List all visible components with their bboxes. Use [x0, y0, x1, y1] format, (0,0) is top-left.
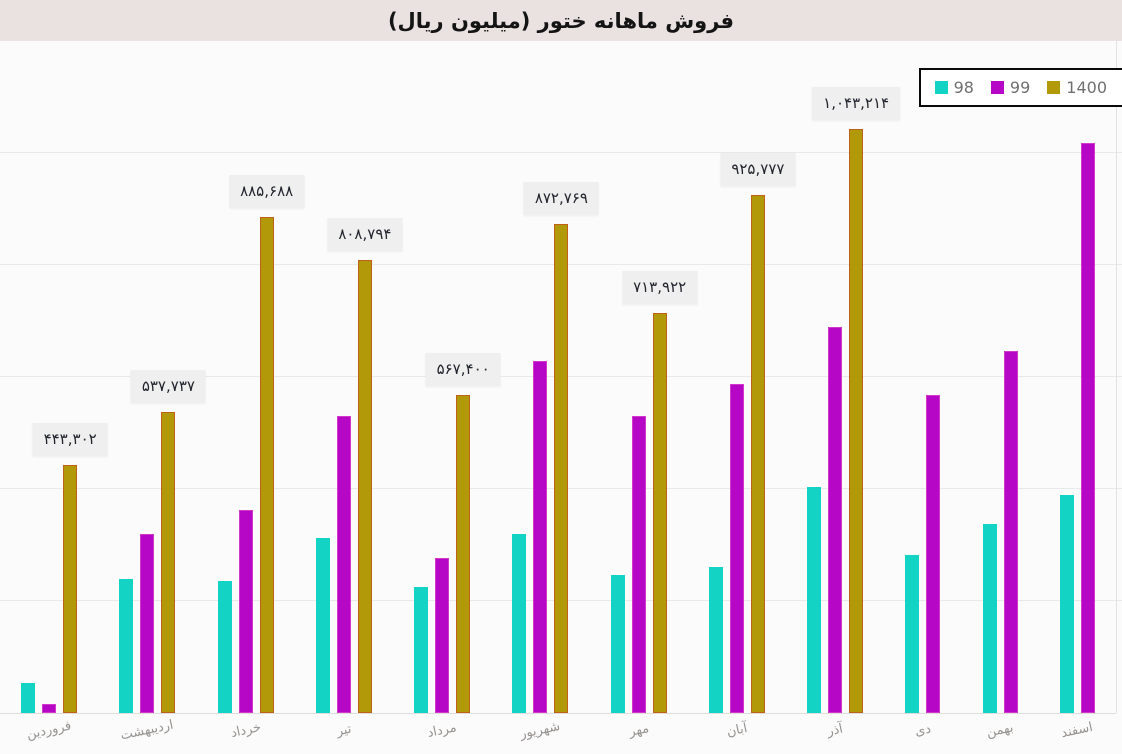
title-bar: فروش ماهانه ختور (میلیون ریال) — [0, 0, 1122, 42]
axis-label-month4: تیر — [335, 721, 353, 740]
bar-99-month8[interactable] — [729, 384, 744, 713]
bar-99-month2[interactable] — [140, 534, 155, 713]
bar-99-month1[interactable] — [42, 704, 57, 713]
axis-label-month10: دی — [913, 721, 933, 740]
bar-1400-month2[interactable] — [161, 412, 176, 713]
data-label-1400-month5: ۵۶۷,۴۰۰ — [425, 353, 501, 386]
bar-99-month9[interactable] — [828, 327, 843, 713]
month-group-2: ۵۳۷,۷۳۷ اردیبهشت — [119, 41, 206, 743]
bar-98-month3[interactable] — [217, 581, 232, 713]
data-label-1400-month9: ۱,۰۴۳,۲۱۴ — [812, 87, 901, 120]
month-group-3: ۸۸۵,۶۸۸ خرداد — [217, 41, 305, 741]
bar-98-month5[interactable] — [414, 587, 429, 713]
legend-item-99[interactable]: 99 — [990, 78, 1031, 97]
bar-99-month12[interactable] — [1080, 143, 1095, 713]
legend-label-1400: 1400 — [1066, 78, 1107, 97]
chart-title: فروش ماهانه ختور (میلیون ریال) — [387, 8, 735, 33]
bar-99-month10[interactable] — [926, 395, 941, 713]
legend-swatch-99 — [990, 81, 1004, 94]
bar-99-month5[interactable] — [435, 558, 450, 713]
axis-label-month1: فروردین — [25, 718, 73, 743]
bar-1400-month6[interactable] — [554, 224, 569, 713]
bar-1400-month5[interactable] — [456, 395, 471, 713]
month-group-12: اسفند — [1059, 41, 1095, 741]
legend-swatch-1400 — [1047, 81, 1061, 94]
bar-1400-month7[interactable] — [652, 313, 667, 713]
legend-item-1400[interactable]: 1400 — [1047, 78, 1107, 97]
axis-label-month12: اسفند — [1060, 719, 1095, 742]
month-group-11: بهمن — [982, 41, 1018, 741]
legend-label-98: 98 — [953, 78, 974, 97]
bar-98-month1[interactable] — [21, 683, 36, 713]
data-label-1400-month3: ۸۸۵,۶۸۸ — [229, 175, 305, 208]
gridline-1000000 — [0, 152, 1122, 153]
bar-1400-month4[interactable] — [357, 260, 372, 713]
month-group-10: دی — [905, 41, 941, 739]
bar-99-month4[interactable] — [336, 416, 351, 713]
legend: 98 99 1400 — [918, 68, 1122, 107]
month-group-9: ۱,۰۴۳,۲۱۴ آذر — [807, 41, 901, 739]
month-group-7: ۷۱۳,۹۲۲ مهر — [610, 41, 698, 740]
axis-label-month5: مرداد — [426, 720, 459, 741]
month-group-1: ۴۴۳,۳۰۲ فروردین — [21, 41, 108, 743]
data-label-1400-month6: ۸۷۲,۷۶۹ — [523, 182, 599, 215]
bar-1400-month1[interactable] — [63, 465, 78, 713]
bar-98-month9[interactable] — [807, 487, 822, 713]
legend-label-99: 99 — [1009, 78, 1031, 97]
bar-98-month4[interactable] — [315, 538, 330, 713]
axis-label-month11: بهمن — [985, 720, 1015, 741]
bar-98-month6[interactable] — [512, 534, 527, 713]
data-label-1400-month1: ۴۴۳,۳۰۲ — [32, 423, 108, 456]
month-group-5: ۵۶۷,۴۰۰ مرداد — [414, 41, 501, 741]
bar-98-month8[interactable] — [708, 567, 723, 713]
month-group-4: ۸۰۸,۷۹۴ تیر — [315, 41, 403, 739]
bar-99-month7[interactable] — [631, 416, 646, 713]
axis-label-month7: مهر — [627, 721, 651, 740]
axis-label-month2: اردیبهشت — [119, 717, 176, 744]
bar-98-month11[interactable] — [982, 524, 997, 713]
data-label-1400-month8: ۹۲۵,۷۷۷ — [720, 153, 796, 186]
bar-99-month6[interactable] — [533, 361, 548, 713]
bar-1400-month9[interactable] — [849, 129, 864, 713]
axis-label-month9: آذر — [825, 721, 845, 740]
bar-groups: ۴۴۳,۳۰۲ فروردین ۵۳۷,۷۳۷ اردیبهشت ۸۸۵,۶۸۸ خردا… — [0, 41, 1116, 743]
bar-98-month7[interactable] — [610, 575, 625, 713]
axis-label-month8: آبان — [725, 721, 749, 740]
data-label-1400-month7: ۷۱۳,۹۲۲ — [622, 271, 698, 304]
month-group-8: ۹۲۵,۷۷۷ آبان — [708, 41, 796, 740]
bar-98-month2[interactable] — [119, 579, 134, 713]
legend-swatch-98 — [934, 81, 948, 94]
bar-98-month10[interactable] — [905, 555, 920, 713]
axis-label-month6: شهریور — [518, 718, 562, 743]
bar-99-month3[interactable] — [238, 510, 253, 713]
y-axis-line — [1116, 41, 1117, 713]
axis-label-month3: خرداد — [229, 720, 263, 741]
month-group-6: ۸۷۲,۷۶۹ شهریور — [512, 41, 599, 742]
bar-99-month11[interactable] — [1003, 351, 1018, 713]
bar-1400-month8[interactable] — [750, 195, 765, 713]
plot-area: ۴۴۳,۳۰۲ فروردین ۵۳۷,۷۳۷ اردیبهشت ۸۸۵,۶۸۸ خردا… — [0, 41, 1122, 754]
data-label-1400-month2: ۵۳۷,۷۳۷ — [130, 370, 206, 403]
legend-item-98[interactable]: 98 — [934, 78, 974, 97]
bar-1400-month3[interactable] — [259, 217, 274, 713]
bar-98-month12[interactable] — [1059, 495, 1074, 713]
data-label-1400-month4: ۸۰۸,۷۹۴ — [327, 218, 403, 251]
